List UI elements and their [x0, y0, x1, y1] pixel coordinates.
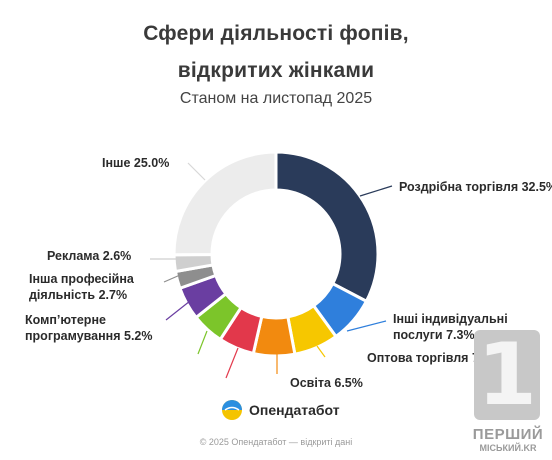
slice-label-9: Інше 25.0%: [102, 156, 169, 170]
slice-label-8: Реклама 2.6%: [47, 249, 131, 263]
watermark-digit: 1: [477, 325, 537, 425]
slice-label-2: Оптова торгівля 7.0%: [367, 351, 500, 365]
chart-subtitle: Станом на листопад 2025: [179, 90, 373, 107]
chart-title-line1: Сфери діяльності фопів,: [143, 22, 409, 45]
watermark-line2: МІСЬКИЙ.KR: [479, 443, 537, 453]
watermark-line1: ПЕРШИЙ: [472, 426, 544, 443]
leader-line-0: [359, 185, 393, 197]
slice-label-6-line2: програмування 5.2%: [25, 329, 152, 343]
slice-label-7-line2: діяльність 2.7%: [29, 288, 127, 302]
brand-name: Опендатабот: [249, 402, 340, 418]
brand: Опендатабот: [221, 399, 340, 421]
leader-line-6: [165, 300, 191, 321]
slice-label-1-line2: послуги 7.3%: [393, 328, 475, 342]
chart-title-line2: відкритих жінками: [177, 59, 375, 82]
slice-label-0: Роздрібна торгівля 32.5%: [399, 180, 552, 194]
leader-line-5: [197, 330, 208, 355]
slice-label-3: Освіта 6.5%: [290, 376, 363, 390]
opendatabot-logo-icon: [222, 400, 242, 420]
slice-label-7-line1: Інша професійна: [29, 272, 135, 286]
slice-label-6-line1: Комп’ютерне: [25, 313, 106, 327]
footer-copyright: © 2025 Опендатабот — відкриті дані: [199, 437, 353, 447]
watermark-badge: [474, 330, 540, 420]
leader-line-4: [225, 347, 239, 379]
donut-slice-0: [274, 150, 380, 304]
leader-line-1: [346, 320, 387, 332]
donut-slice-9: [172, 150, 278, 257]
leader-line-9: [187, 162, 206, 181]
watermark-logo: 1 ПЕРШИЙ МІСЬКИЙ.KR: [466, 330, 550, 458]
leader-line-2: [316, 345, 326, 358]
slice-label-1-line1: Інші індивідуальні: [393, 312, 508, 326]
leader-line-7: [163, 274, 181, 283]
